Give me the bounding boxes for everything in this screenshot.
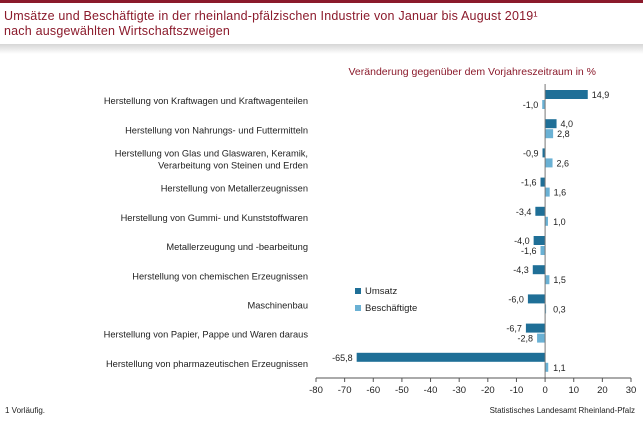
category-label: Herstellung von Glas und Glaswaren, Kera… — [115, 149, 308, 159]
x-tick-label: 0 — [542, 385, 547, 396]
header-band — [0, 44, 643, 54]
x-tick-label: -40 — [424, 385, 438, 396]
x-tick-label: -30 — [452, 385, 466, 396]
bar-umsatz — [545, 90, 588, 99]
x-tick-label: 30 — [626, 385, 637, 396]
category-label: Herstellung von Nahrungs- und Futtermitt… — [125, 125, 308, 135]
bar-beschaeftigte — [537, 333, 546, 343]
bar-umsatz — [545, 119, 557, 129]
category-label: Verarbeitung von Steinen und Erden — [158, 161, 308, 171]
value-label: -65,8 — [332, 353, 353, 363]
bar-beschaeftigte — [545, 187, 550, 197]
value-label: 0,3 — [553, 304, 566, 314]
x-tick-label: -20 — [481, 385, 495, 396]
bar-beschaeftigte — [545, 158, 553, 168]
category-label: Herstellung von pharmazeutischen Erzeugn… — [106, 359, 308, 369]
bar-beschaeftigte — [540, 246, 546, 255]
title-line-1: Umsätze und Beschäftigte in der rheinlan… — [4, 9, 538, 23]
bar-umsatz — [532, 265, 546, 275]
value-label: 4,0 — [561, 119, 574, 129]
value-label: 1,1 — [553, 363, 566, 373]
category-label: Herstellung von Papier, Pappe und Waren … — [104, 330, 309, 340]
bar-umsatz — [527, 294, 546, 304]
x-tick-label: -50 — [395, 385, 409, 396]
value-label: -0,9 — [523, 148, 539, 158]
bar-umsatz — [525, 323, 546, 333]
bar-beschaeftigte — [545, 362, 549, 372]
bar-umsatz — [356, 352, 546, 362]
category-label: Maschinenbau — [248, 301, 308, 311]
value-label: 1,6 — [554, 188, 567, 198]
chart-title: Umsätze und Beschäftigte in der rheinlan… — [4, 9, 634, 39]
x-tick-label: 20 — [597, 385, 608, 396]
x-tick-label: 10 — [568, 385, 579, 396]
category-label: Herstellung von Kraftwagen und Kraftwage… — [104, 96, 308, 106]
legend-swatch — [355, 305, 361, 311]
bar-beschaeftigte — [545, 216, 548, 226]
value-label: -4,3 — [513, 265, 529, 275]
value-label: -1,6 — [521, 246, 537, 256]
x-tick-label: -80 — [309, 385, 323, 396]
x-tick-label: -10 — [510, 385, 524, 396]
value-label: -3,4 — [516, 207, 532, 217]
bar-umsatz — [540, 177, 546, 187]
legend-label: Beschäftigte — [365, 303, 417, 314]
x-tick-label: -60 — [366, 385, 380, 396]
value-label: 1,0 — [553, 217, 566, 227]
value-label: -1,0 — [523, 100, 539, 110]
bar-beschaeftigte — [545, 275, 550, 285]
category-label: Herstellung von chemischen Erzeugnissen — [132, 271, 308, 281]
bar-beschaeftigte — [542, 100, 546, 109]
chart-subtitle: Veränderung gegenüber dem Vorjahreszeitr… — [349, 66, 597, 78]
value-label: 1,5 — [553, 275, 566, 285]
bar-umsatz — [542, 148, 546, 158]
category-label: Metallerzeugung und -bearbeitung — [166, 242, 308, 252]
footnote: 1 Vorläufig. — [5, 406, 46, 415]
value-label: 14,9 — [592, 90, 610, 100]
x-tick-label: -70 — [338, 385, 352, 396]
title-line-2: nach ausgewählten Wirtschaftszweigen — [4, 24, 231, 38]
bar-umsatz — [535, 206, 546, 216]
top-rule — [0, 0, 643, 3]
category-label: Herstellung von Gummi- und Kunststoffwar… — [121, 213, 308, 223]
bar-umsatz — [533, 236, 546, 245]
value-label: -4,0 — [514, 236, 530, 246]
bar-beschaeftigte — [545, 129, 554, 139]
category-label: Herstellung von Metallerzeugnissen — [161, 184, 308, 194]
source-note: Statistisches Landesamt Rheinland-Pfalz — [489, 406, 635, 415]
legend-swatch — [355, 288, 361, 294]
value-label: -1,6 — [521, 178, 537, 188]
value-label: -6,7 — [506, 324, 522, 334]
value-label: -6,0 — [508, 294, 524, 304]
value-label: 2,6 — [557, 158, 570, 168]
value-label: 2,8 — [557, 129, 570, 139]
legend-label: Umsatz — [365, 286, 397, 297]
value-label: -2,8 — [518, 334, 534, 344]
